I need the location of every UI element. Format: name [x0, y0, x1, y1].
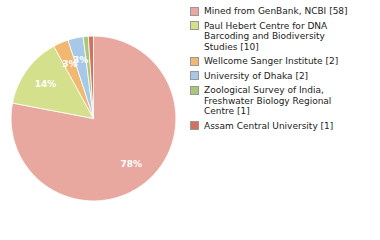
- svg-text:78%: 78%: [121, 159, 143, 169]
- html-text:Zoological Survey of India, Fr: Zoological Survey of India, Freshwater B…: [204, 85, 332, 116]
- html-text:Mined from GenBank, NCBI [58]: Mined from GenBank, NCBI [58]: [204, 6, 348, 16]
- html-text:Assam Central University [1]: Assam Central University [1]: [204, 120, 334, 131]
- html-text:Wellcome Sanger Institute [2]: Wellcome Sanger Institute [2]: [204, 56, 339, 66]
- svg-text:3%: 3%: [73, 55, 88, 65]
- html-text:Paul Hebert Centre for DNA Bar: Paul Hebert Centre for DNA Barcoding and…: [204, 20, 328, 52]
- html-text:University of Dhaka [2]: University of Dhaka [2]: [204, 70, 309, 81]
- svg-text:3%: 3%: [62, 58, 78, 69]
- svg-text:14%: 14%: [35, 79, 57, 89]
